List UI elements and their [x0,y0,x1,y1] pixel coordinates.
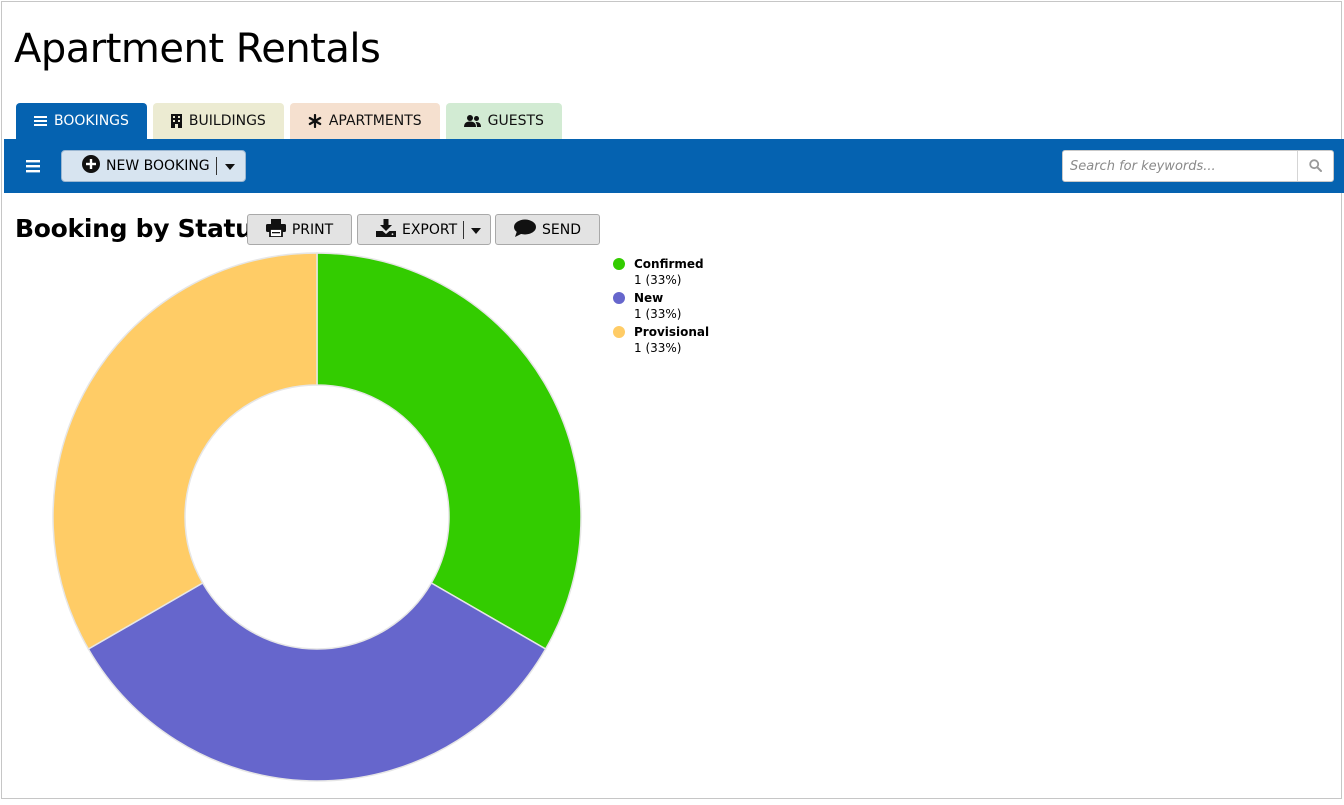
legend-item-confirmed[interactable]: Confirmed 1 (33%) [612,256,709,290]
users-icon [463,115,481,127]
legend-color-dot [613,326,625,338]
download-icon [376,218,396,241]
building-icon [170,114,182,128]
export-button-group: EXPORT [357,214,491,245]
legend-label: Provisional [634,325,710,339]
app-title: Apartment Rentals [14,26,381,72]
tab-bookings[interactable]: BOOKINGS [16,103,147,139]
new-booking-dropdown-button[interactable] [217,151,243,181]
print-label: PRINT [291,221,334,238]
new-booking-button-group: NEW BOOKING [61,150,246,182]
legend-color-dot [613,292,625,304]
tab-apartments[interactable]: APARTMENTS [289,103,440,139]
send-label: SEND [542,221,581,238]
legend-item-new[interactable]: New 1 (33%) [612,290,709,324]
search-box [1062,150,1334,182]
booking-status-donut-chart [52,252,582,782]
hamburger-menu-icon[interactable] [24,157,42,175]
report-title: Booking by Status [15,214,268,243]
legend-item-provisional[interactable]: Provisional 1 (33%) [612,324,709,358]
export-dropdown-button[interactable] [464,215,488,244]
legend-value: 1 (33%) [634,341,682,355]
caret-down-icon [224,158,235,174]
chart-legend: Confirmed 1 (33%) New 1 (33%) Provisional 1 (… [612,256,709,358]
legend-label: New [634,291,664,305]
asterisk-icon [308,114,322,128]
export-label: EXPORT [402,221,458,238]
tab-label: BUILDINGS [188,113,266,129]
tab-label: BOOKINGS [54,113,129,129]
new-booking-button[interactable]: NEW BOOKING [62,151,210,181]
tab-guests[interactable]: GUESTS [445,103,562,139]
comment-icon [514,219,536,241]
button-divider [463,220,465,239]
toolbar: NEW BOOKING [4,139,1344,193]
search-icon [1309,157,1322,176]
tab-label: APARTMENTS [328,113,422,129]
search-input[interactable] [1063,151,1297,181]
list-icon [34,115,47,127]
legend-value: 1 (33%) [634,273,682,287]
new-booking-label: NEW BOOKING [106,158,210,174]
donut-slice-new[interactable] [87,581,547,782]
caret-down-icon [471,222,482,238]
send-button[interactable]: SEND [495,214,600,245]
plus-circle-icon [82,155,100,177]
search-button[interactable] [1297,151,1333,181]
tab-label: GUESTS [487,113,544,129]
legend-label: Confirmed [634,257,704,271]
legend-color-dot [613,258,625,270]
tab-buildings[interactable]: BUILDINGS [152,103,284,139]
legend-value: 1 (33%) [634,307,682,321]
main-tabs: BOOKINGS BUILDINGS APARTMENTS GUESTS [16,103,562,139]
export-button[interactable]: EXPORT [358,218,458,241]
donut-slice-confirmed[interactable] [316,252,582,651]
print-button[interactable]: PRINT [247,214,352,245]
donut-slice-provisional[interactable] [52,252,318,651]
printer-icon [265,218,286,241]
button-divider [215,157,217,175]
